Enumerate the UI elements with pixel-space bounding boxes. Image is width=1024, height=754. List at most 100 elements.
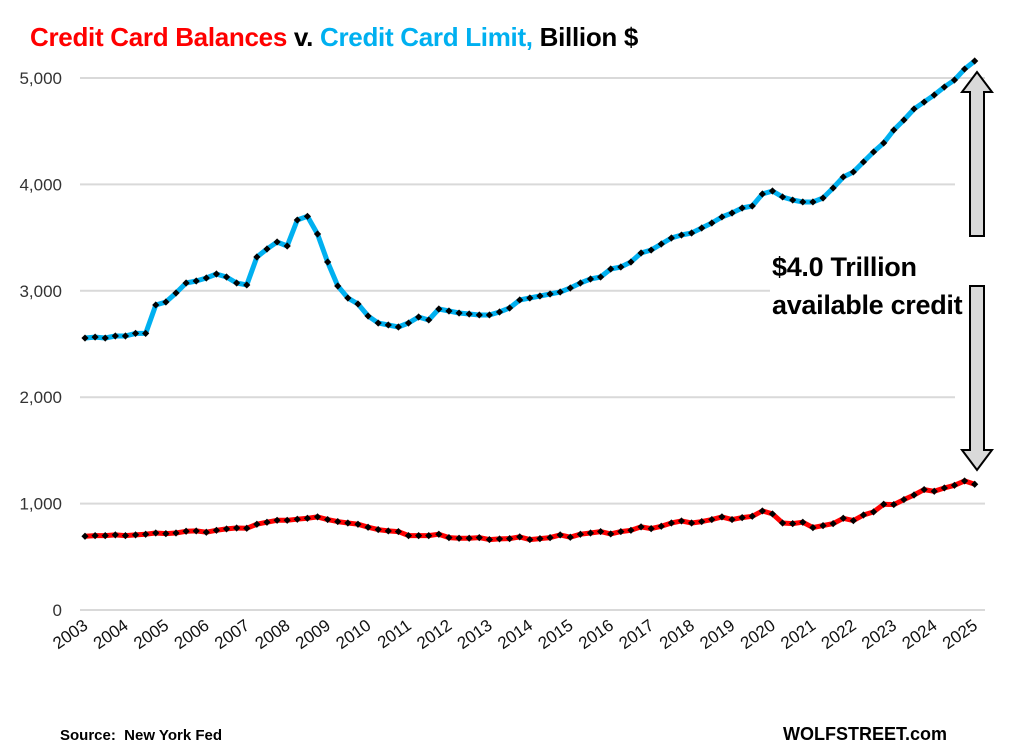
data-point-credit-card-balances <box>778 519 787 527</box>
data-point-credit-card-limit <box>101 334 109 342</box>
data-point-credit-card-balances <box>688 519 696 527</box>
data-point-credit-card-balances <box>708 515 716 524</box>
data-point-credit-card-balances <box>455 534 463 542</box>
data-point-credit-card-limit <box>182 279 190 287</box>
data-point-credit-card-limit <box>192 277 200 285</box>
data-point-credit-card-balances <box>111 531 119 539</box>
data-point-credit-card-balances <box>597 527 605 536</box>
data-point-credit-card-balances <box>657 522 665 530</box>
data-point-credit-card-balances <box>607 530 615 538</box>
data-point-credit-card-balances <box>445 534 453 542</box>
data-point-credit-card-limit <box>597 273 605 281</box>
data-point-credit-card-balances <box>829 520 837 528</box>
data-point-credit-card-limit <box>313 230 322 238</box>
available-credit-annotation: $4.0 Trillion available credit <box>772 248 963 324</box>
data-point-credit-card-limit <box>839 173 847 181</box>
data-point-credit-card-balances <box>617 527 625 536</box>
data-point-credit-card-balances <box>536 535 544 543</box>
double-arrow-icon <box>960 70 994 472</box>
data-point-credit-card-balances <box>971 480 979 488</box>
data-point-credit-card-balances <box>91 532 99 540</box>
data-point-credit-card-balances <box>809 524 817 532</box>
series-credit-card-balances <box>81 477 979 544</box>
data-point-credit-card-balances <box>890 500 898 509</box>
data-point-credit-card-limit <box>920 98 928 106</box>
data-point-credit-card-balances <box>556 531 564 539</box>
data-point-credit-card-limit <box>758 190 766 198</box>
data-point-credit-card-balances <box>324 515 332 524</box>
data-point-credit-card-limit <box>576 279 584 287</box>
data-point-credit-card-balances <box>839 514 847 522</box>
data-point-credit-card-limit <box>293 216 301 224</box>
x-tick-label: 2023 <box>858 616 900 653</box>
data-point-credit-card-limit <box>667 234 675 242</box>
data-point-credit-card-limit <box>233 279 241 287</box>
data-point-credit-card-limit <box>374 319 382 327</box>
data-point-credit-card-balances <box>202 528 210 536</box>
x-tick-label: 2003 <box>49 616 91 653</box>
data-point-credit-card-balances <box>930 487 938 495</box>
x-tick-label: 2022 <box>818 616 860 653</box>
data-point-credit-card-balances <box>253 520 261 528</box>
arrow-down-part <box>960 285 994 472</box>
data-point-credit-card-limit <box>152 301 160 309</box>
data-point-credit-card-balances <box>546 534 554 542</box>
x-tick-label: 2017 <box>616 616 658 653</box>
title-versus: v. <box>286 22 320 52</box>
data-point-credit-card-limit <box>475 311 483 319</box>
data-point-credit-card-balances <box>576 530 584 538</box>
data-point-credit-card-limit <box>283 242 291 250</box>
data-point-credit-card-limit <box>748 202 756 210</box>
data-point-credit-card-limit <box>131 329 140 337</box>
data-point-credit-card-limit <box>465 310 473 318</box>
x-tick-label: 2009 <box>292 616 334 653</box>
data-point-credit-card-balances <box>233 524 241 532</box>
data-point-credit-card-balances <box>789 520 797 528</box>
data-point-credit-card-balances <box>415 532 423 540</box>
data-point-credit-card-balances <box>940 484 948 492</box>
data-point-credit-card-balances <box>758 507 766 515</box>
x-tick-label: 2007 <box>211 616 253 653</box>
data-point-credit-card-balances <box>485 535 493 544</box>
data-point-credit-card-limit <box>556 288 564 296</box>
data-point-credit-card-limit <box>91 333 99 341</box>
data-point-credit-card-balances <box>101 532 109 540</box>
data-point-credit-card-limit <box>849 168 857 176</box>
data-point-credit-card-balances <box>566 533 574 541</box>
data-point-credit-card-limit <box>819 194 827 202</box>
data-point-credit-card-balances <box>900 495 908 504</box>
data-point-credit-card-limit <box>303 212 312 220</box>
data-point-credit-card-limit <box>910 105 918 113</box>
x-tick-label: 2016 <box>575 616 617 653</box>
x-tick-label: 2004 <box>90 616 132 653</box>
data-point-credit-card-limit <box>960 65 969 73</box>
data-point-credit-card-limit <box>627 258 635 266</box>
data-point-credit-card-limit <box>546 290 554 298</box>
data-point-credit-card-balances <box>960 477 969 485</box>
data-point-credit-card-limit <box>657 240 665 248</box>
data-point-credit-card-balances <box>667 519 675 527</box>
data-point-credit-card-balances <box>131 531 140 539</box>
data-point-credit-card-limit <box>212 270 221 278</box>
data-point-credit-card-balances <box>404 532 413 540</box>
data-point-credit-card-limit <box>81 334 89 342</box>
data-point-credit-card-limit <box>455 309 463 317</box>
data-point-credit-card-balances <box>222 525 231 533</box>
x-tick-label: 2010 <box>332 616 374 653</box>
data-point-credit-card-limit <box>324 258 332 266</box>
data-point-credit-card-limit <box>607 265 615 273</box>
data-point-credit-card-balances <box>81 532 89 540</box>
data-point-credit-card-limit <box>425 316 433 324</box>
data-point-credit-card-limit <box>768 187 777 195</box>
gridlines <box>80 77 985 611</box>
data-point-credit-card-balances <box>950 481 959 489</box>
data-point-credit-card-balances <box>799 518 807 526</box>
x-tick-label: 2020 <box>737 616 779 653</box>
data-point-credit-card-balances <box>263 518 271 526</box>
data-point-credit-card-balances <box>506 535 514 543</box>
data-point-credit-card-balances <box>586 529 595 537</box>
data-point-credit-card-balances <box>475 534 483 542</box>
data-point-credit-card-balances <box>920 485 928 494</box>
data-point-credit-card-balances <box>647 525 655 533</box>
